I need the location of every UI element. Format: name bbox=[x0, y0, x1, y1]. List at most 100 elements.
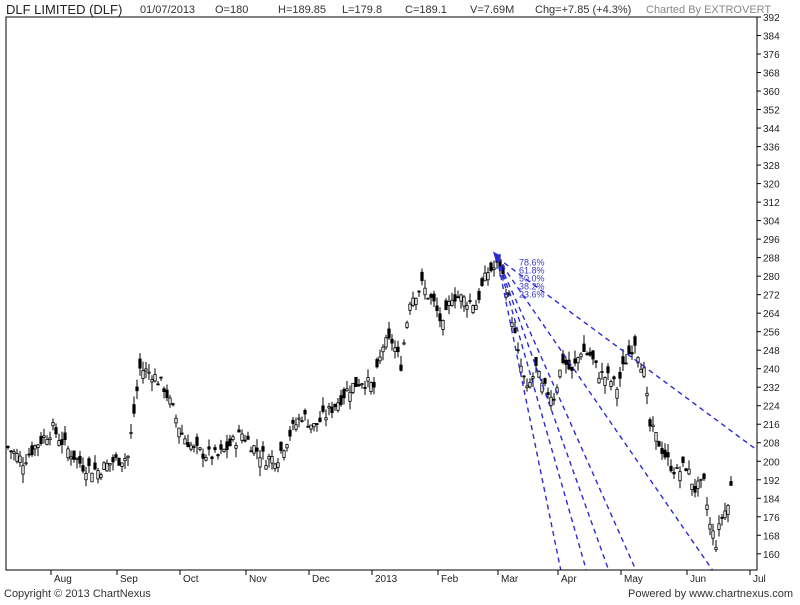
candle bbox=[606, 363, 610, 381]
candle bbox=[54, 423, 58, 438]
candle bbox=[147, 363, 151, 380]
candle bbox=[102, 461, 106, 470]
candle bbox=[267, 453, 271, 468]
powered-by[interactable]: Powered by www.chartnexus.com bbox=[628, 588, 793, 600]
candle bbox=[51, 418, 55, 431]
candle-body bbox=[162, 388, 166, 392]
candle-body bbox=[474, 304, 478, 310]
candle bbox=[633, 334, 637, 354]
candle-body bbox=[630, 352, 634, 355]
candle bbox=[486, 267, 490, 286]
candle bbox=[186, 434, 190, 448]
y-tick-label: 384 bbox=[763, 32, 780, 43]
candle-body bbox=[375, 359, 379, 368]
candle bbox=[96, 468, 100, 484]
candle-body bbox=[699, 478, 703, 481]
candle bbox=[675, 464, 679, 469]
candle bbox=[66, 445, 70, 462]
candle-body bbox=[174, 417, 178, 424]
candle bbox=[150, 375, 154, 392]
candle bbox=[204, 454, 208, 462]
candle bbox=[129, 424, 133, 439]
candle-body bbox=[144, 368, 148, 372]
candle bbox=[216, 453, 220, 460]
candle-body bbox=[6, 445, 10, 448]
candle bbox=[231, 434, 235, 442]
candle bbox=[519, 358, 523, 375]
candle-body bbox=[225, 441, 229, 451]
candle-body bbox=[666, 452, 670, 458]
candle bbox=[408, 301, 412, 315]
candle-body bbox=[456, 296, 460, 299]
candle bbox=[489, 261, 493, 273]
candle bbox=[426, 297, 430, 300]
candle bbox=[30, 441, 34, 457]
candle-body bbox=[177, 427, 181, 438]
candle bbox=[579, 352, 583, 360]
candle-body bbox=[675, 467, 679, 469]
candle bbox=[198, 446, 202, 452]
candle bbox=[621, 349, 625, 371]
candle-body bbox=[96, 470, 100, 480]
candle-body bbox=[441, 320, 445, 330]
candle bbox=[168, 394, 172, 408]
candle bbox=[222, 448, 226, 453]
y-tick-label: 240 bbox=[763, 365, 780, 376]
candle-body bbox=[492, 267, 496, 270]
candle-body bbox=[102, 462, 106, 470]
candle bbox=[348, 385, 352, 410]
y-tick-label: 248 bbox=[763, 346, 780, 357]
candle bbox=[588, 347, 592, 357]
stock-title: DLF LIMITED (DLF) bbox=[6, 2, 122, 17]
y-tick-label: 232 bbox=[763, 383, 780, 394]
candle bbox=[159, 376, 163, 381]
x-tick-label: May bbox=[624, 574, 643, 585]
fib-level-label: 61.8% bbox=[519, 266, 545, 276]
candle bbox=[729, 476, 733, 487]
candle bbox=[699, 478, 703, 488]
candle-body bbox=[459, 294, 463, 302]
y-tick-label: 272 bbox=[763, 291, 780, 302]
candle-body bbox=[150, 379, 154, 383]
candle-body bbox=[669, 465, 673, 472]
candle-body bbox=[324, 417, 328, 421]
candle-body bbox=[522, 375, 526, 378]
candle bbox=[522, 375, 526, 384]
candle bbox=[285, 443, 289, 452]
x-tick-label: Jul bbox=[753, 574, 766, 585]
candle-body bbox=[105, 462, 109, 472]
x-tick-label: Apr bbox=[561, 574, 577, 585]
candle bbox=[21, 457, 25, 484]
candle-body bbox=[21, 465, 25, 475]
candle-body bbox=[453, 294, 457, 302]
candle bbox=[714, 539, 718, 552]
candle bbox=[63, 426, 67, 446]
candle bbox=[192, 444, 196, 453]
candle-body bbox=[117, 457, 121, 466]
candle-body bbox=[207, 446, 211, 450]
candle-body bbox=[246, 435, 250, 440]
candle bbox=[321, 397, 325, 414]
y-tick-label: 320 bbox=[763, 180, 780, 191]
candle-body bbox=[60, 439, 64, 445]
candle bbox=[213, 444, 217, 453]
candle-body bbox=[597, 377, 601, 384]
y-tick-label: 344 bbox=[763, 124, 780, 135]
candle-body bbox=[678, 471, 682, 482]
candle-body bbox=[627, 345, 631, 355]
y-tick-label: 224 bbox=[763, 402, 780, 413]
candle bbox=[402, 339, 406, 346]
plot-area bbox=[5, 16, 758, 571]
candle bbox=[375, 357, 379, 369]
candle bbox=[696, 476, 700, 497]
candle bbox=[558, 369, 562, 379]
x-tick-label: 2013 bbox=[375, 574, 398, 585]
candle-body bbox=[168, 397, 172, 405]
candle-body bbox=[111, 457, 115, 463]
fan-origin-marker bbox=[493, 251, 501, 262]
x-axis: Aug Sep Oct Nov Dec 2013 Feb Mar Apr May Jun Jul bbox=[6, 569, 766, 585]
candle bbox=[573, 350, 577, 367]
candle bbox=[462, 295, 466, 312]
